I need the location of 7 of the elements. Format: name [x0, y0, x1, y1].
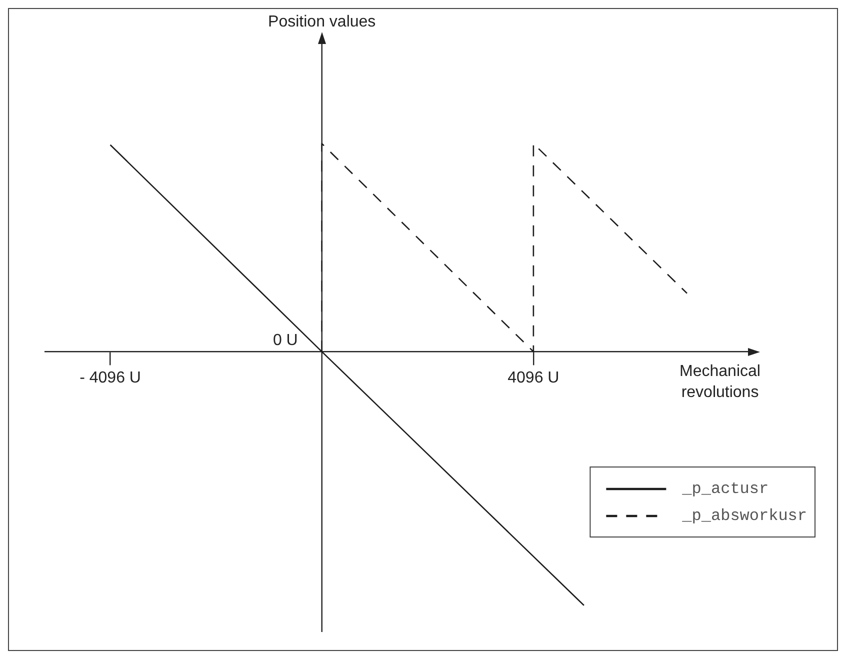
annotation: 0 U [272, 332, 298, 350]
legend-label: _p_actusr [681, 480, 769, 498]
x-tick-label: 4096 U [508, 370, 560, 387]
x-tick-label: - 4096 U [80, 370, 141, 387]
x-axis-title: Mechanical revolutions [680, 363, 760, 402]
text: Position values [268, 13, 376, 30]
legend-label: _p_absworkusr [681, 507, 808, 526]
